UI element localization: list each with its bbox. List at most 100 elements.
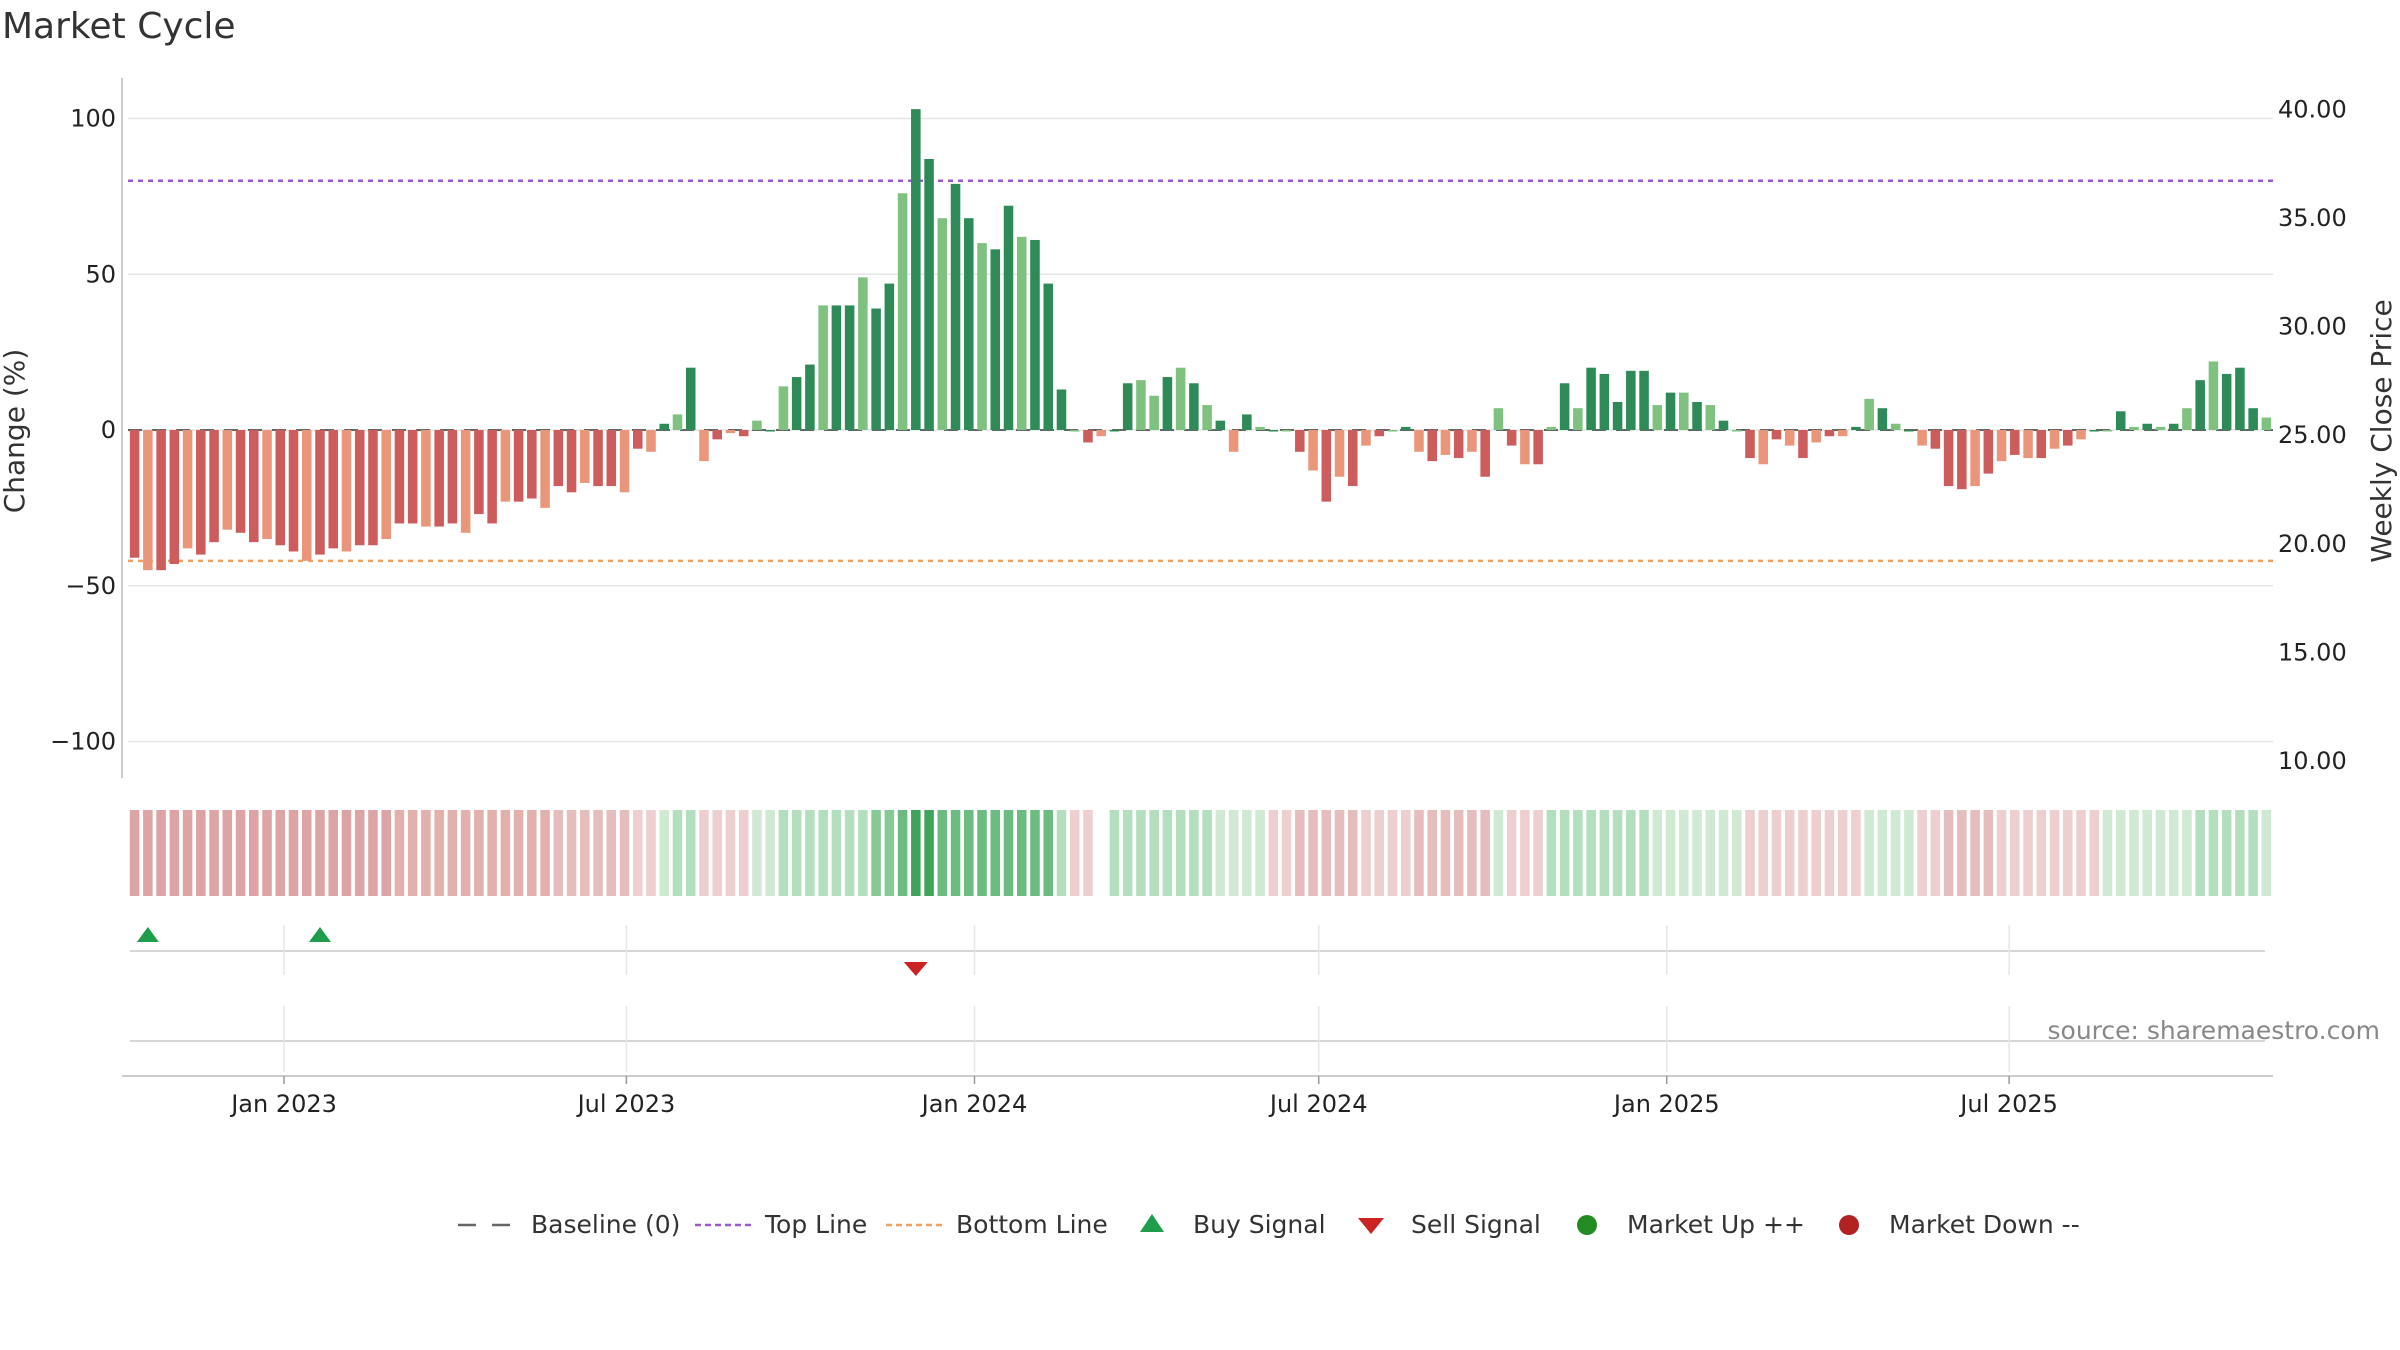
heat-cell [2115,810,2126,896]
bar [1440,430,1451,455]
bar [1453,430,1464,459]
heat-cell [129,810,140,896]
heat-cell [831,810,842,896]
bar [964,218,974,430]
bar [1003,205,1014,430]
heat-cell [1175,810,1186,896]
bar [699,430,709,462]
bar [646,430,656,452]
heat-cell [738,810,749,896]
bar [619,430,630,493]
bar [1586,367,1596,430]
bar [1506,430,1517,446]
bar [1639,370,1649,430]
heat-cell [752,810,762,896]
bar [2023,430,2033,459]
bar [394,430,405,524]
heat-cell [566,810,577,896]
heat-cell [1083,810,1093,896]
y-tick-label: −100 [50,728,116,756]
bar [1665,392,1676,430]
heat-cell [1626,810,1636,896]
bar [301,430,312,561]
heat-cell [990,810,1001,896]
heat-cell [196,810,206,896]
heat-cell [1665,810,1676,896]
heat-cell [1189,810,1199,896]
heat-cell [2182,810,2192,896]
heat-cell [209,810,219,896]
heat-cell [1149,810,1159,896]
bar [222,430,233,530]
heat-cell [1228,810,1239,896]
bar [2115,411,2126,430]
bar [1308,430,1318,471]
bar [2221,373,2232,430]
source-label: source: sharemaestro.com [2048,1016,2381,1045]
bar [1771,430,1782,440]
heat-cell [1996,810,2007,896]
heat-cell [937,810,948,896]
bar [791,377,802,430]
bar [1692,401,1702,430]
heat-cell [778,810,789,896]
bar [209,430,219,543]
bar [1268,430,1279,432]
bar [2049,430,2060,449]
bar [262,430,272,540]
bar [1533,430,1543,465]
heat-cell [500,810,511,896]
heat-cell [1877,810,1888,896]
bar [196,430,206,555]
heat-cell [1784,810,1795,896]
bar [2182,408,2192,430]
heat-cell [169,810,180,896]
heat-cell [1506,810,1517,896]
bar [1546,426,1557,430]
heat-cell [964,810,974,896]
cycle-heat-strip [129,810,2272,896]
heat-cell [249,810,259,896]
bar [871,308,881,430]
heat-cell [1480,810,1490,896]
bar [487,430,497,524]
legend-market-down-icon [1839,1215,1859,1235]
bar [1334,430,1345,477]
heat-cell [2129,810,2139,896]
bar [1520,430,1530,465]
heat-cell [593,810,603,896]
heat-cell [2261,810,2272,896]
heat-cell [633,810,643,896]
bar [1175,367,1186,430]
heat-cell [646,810,656,896]
bar [1798,430,1808,459]
heat-cell [1268,810,1279,896]
bar [1295,430,1305,452]
heat-cell [818,810,828,896]
heat-cell [580,810,590,896]
x-tick-label: Jan 2025 [1612,1090,1720,1118]
heat-cell [2195,810,2205,896]
heat-cell [1427,810,1437,896]
bar [513,430,524,502]
y-axis-label: Change (%) [0,349,31,514]
heat-cell [1493,810,1504,896]
heat-cell [1718,810,1729,896]
heat-cell [619,810,630,896]
bar [328,430,338,549]
heat-cell [725,810,736,896]
heat-cell [1295,810,1305,896]
heat-cell [712,810,722,896]
bar [1136,380,1146,430]
heat-cell [765,810,775,896]
heat-cell [2221,810,2232,896]
x-tick-label: Jul 2025 [1958,1090,2058,1118]
sell-signal-marker [903,962,928,976]
bar [2036,430,2047,459]
heat-cell [421,810,431,896]
bar [421,430,431,527]
heat-cell [182,810,193,896]
heat-cell [1030,810,1040,896]
heat-cell [368,810,378,896]
empty-panel [122,1006,2273,1077]
